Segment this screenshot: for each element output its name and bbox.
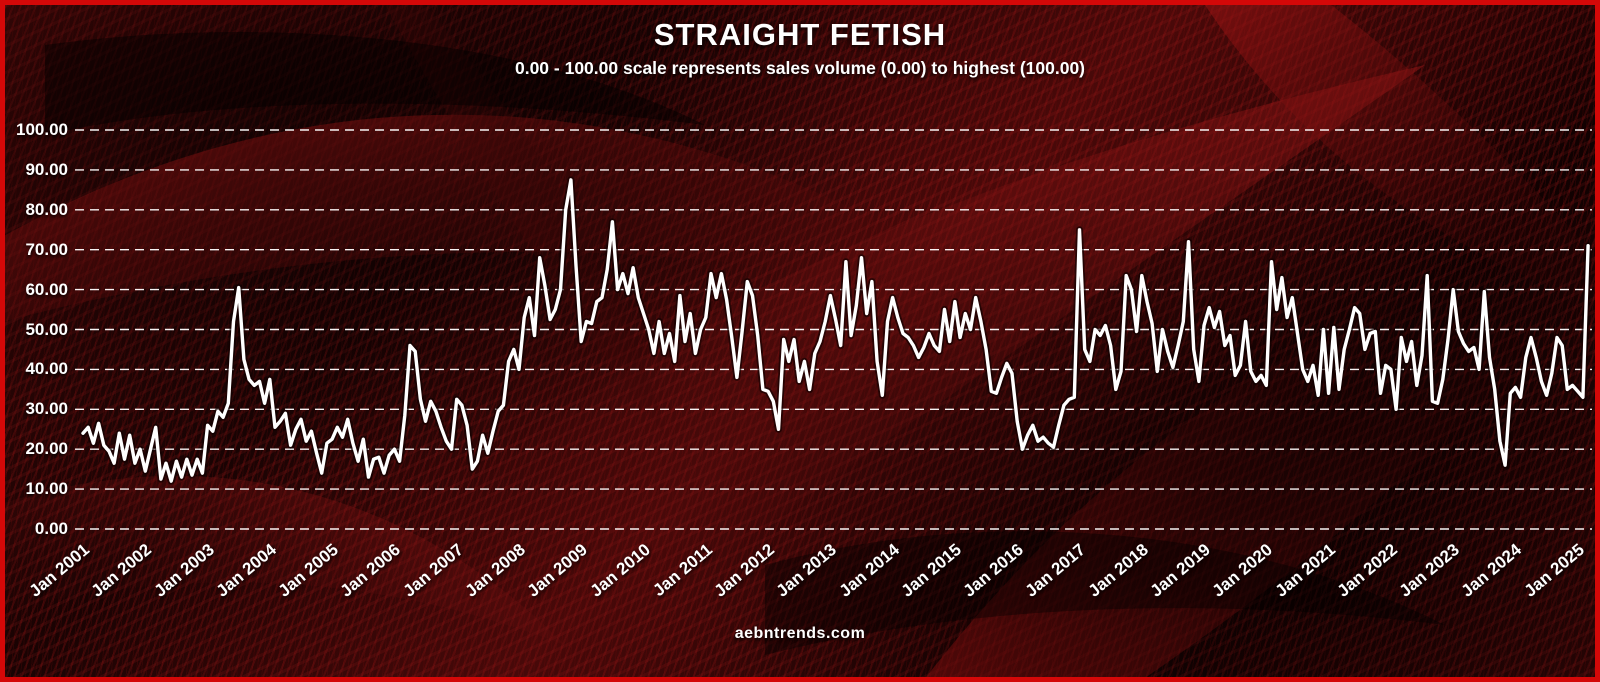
y-axis-label: 100.00 [16,120,68,139]
y-axis-label: 20.00 [25,439,68,459]
y-axis-label: 10.00 [25,479,68,499]
y-axis-label: 80.00 [25,199,68,219]
chart-plot-area [75,129,1592,530]
y-axis-label: 0.00 [34,519,68,538]
y-axis-label: 90.00 [25,159,68,179]
y-axis-label: 50.00 [25,319,68,339]
y-axis-label: 60.00 [25,279,68,299]
y-axis-label: 70.00 [25,239,68,259]
chart-subtitle: 0.00 - 100.00 scale represents sales vol… [514,58,1085,78]
y-axis-label: 30.00 [25,399,68,419]
footer-watermark: aebntrends.com [734,625,866,642]
y-axis-label: 40.00 [25,359,68,379]
data-line [81,178,1590,483]
chart-title: STRAIGHT FETISH [653,17,947,52]
